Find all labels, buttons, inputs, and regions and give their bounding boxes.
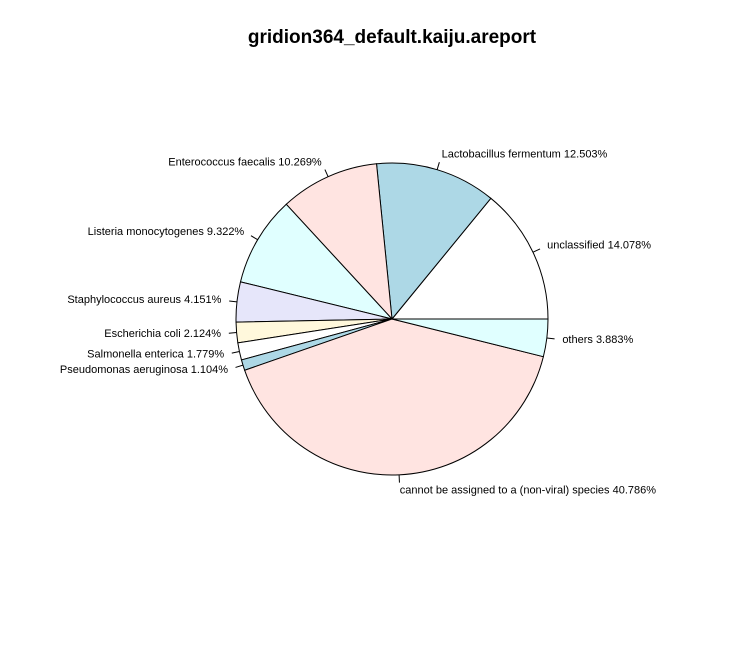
leader-lactobacillus-fermentum (436, 162, 440, 170)
leader-salmonella-enterica (231, 350, 240, 354)
label-cannot-be-assigned-to-a-non-viral-species: cannot be assigned to a (non-viral) spec… (400, 484, 656, 496)
slice-enterococcus-faecalis (285, 163, 393, 321)
label-escherichia-coli: Escherichia coli 2.124% (104, 328, 221, 340)
label-enterococcus-faecalis: Enterococcus faecalis 10.269% (168, 156, 322, 168)
leader-staphylococcus-aureus (229, 300, 237, 303)
leader-escherichia-coli (228, 332, 237, 334)
label-listeria-monocytogenes: Listeria monocytogenes 9.322% (88, 226, 245, 238)
slice-cannot-be-assigned-to-a-non-viral-species (244, 318, 544, 476)
leader-others (546, 337, 555, 340)
label-unclassified: unclassified 14.078% (547, 240, 651, 252)
label-lactobacillus-fermentum: Lactobacillus fermentum 12.503% (442, 149, 608, 161)
label-pseudomonas-aeruginosa: Pseudomonas aeruginosa 1.104% (60, 364, 228, 376)
leader-pseudomonas-aeruginosa (235, 364, 244, 368)
leader-listeria-monocytogenes (250, 235, 258, 241)
pie-slices (235, 162, 549, 476)
label-others: others 3.883% (562, 334, 633, 346)
slice-listeria-monocytogenes (239, 203, 394, 320)
leader-enterococcus-faecalis (324, 169, 329, 177)
chart-title: gridion364_default.kaiju.areport (247, 27, 537, 48)
label-leaders (228, 162, 555, 483)
slice-labels: unclassified 14.078% Lactobacillus fermen… (60, 149, 656, 497)
leader-unclassified (532, 248, 541, 253)
label-salmonella-enterica: Salmonella enterica 1.779% (87, 349, 224, 361)
label-staphylococcus-aureus: Staphylococcus aureus 4.151% (67, 294, 221, 306)
